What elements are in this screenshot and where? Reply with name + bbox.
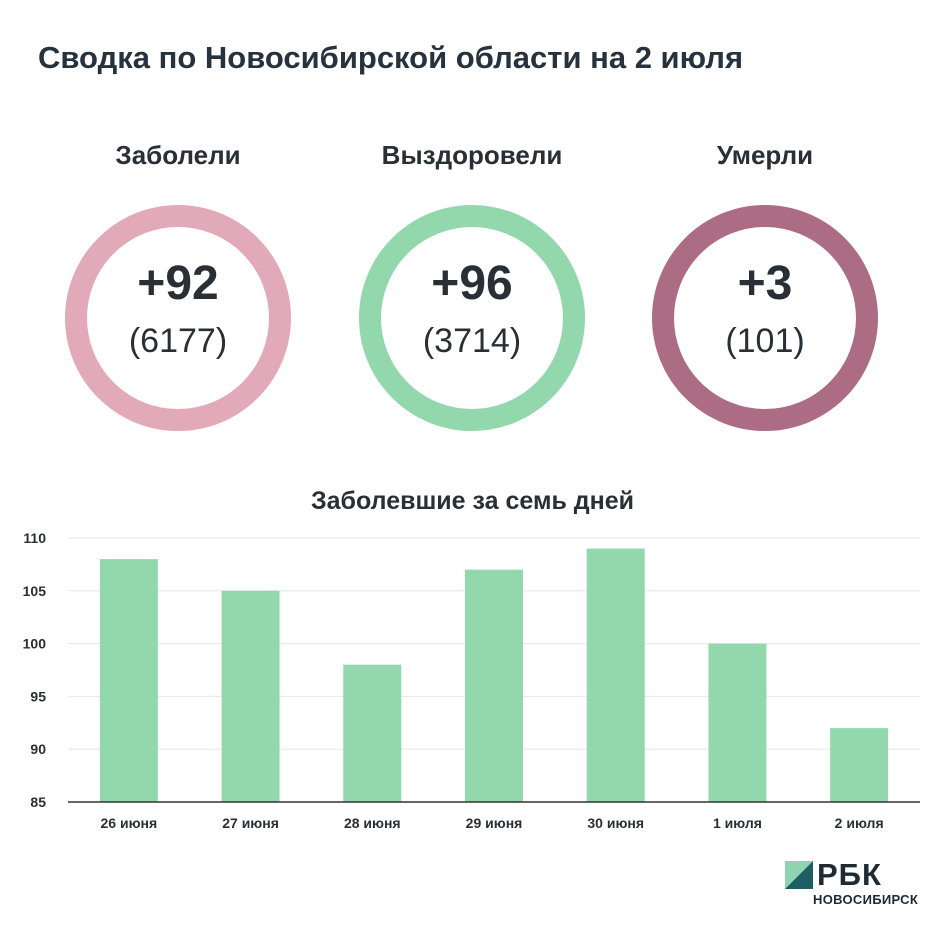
rbc-logo-city: НОВОСИБИРСК bbox=[813, 892, 919, 907]
stat-recovered-label: Выздоровели bbox=[381, 140, 563, 170]
stat-died-ring bbox=[652, 205, 878, 431]
stat-infected-ring bbox=[65, 205, 291, 431]
rbc-logo-mark-icon bbox=[785, 861, 813, 889]
rbc-logo: РБК НОВОСИБИРСК bbox=[785, 857, 935, 910]
x-tick-label: 1 июля bbox=[713, 815, 762, 831]
stat-infected-label: Заболели bbox=[115, 140, 241, 170]
bar bbox=[830, 728, 889, 802]
x-tick-label: 29 июня bbox=[466, 815, 523, 831]
stat-died-delta: +3 bbox=[737, 257, 793, 310]
y-tick-label: 85 bbox=[30, 794, 46, 810]
stat-recovered-delta: +96 bbox=[431, 257, 513, 310]
chart-labels: 85 90 95 100 105 110 26 июня 27 июня 28 июня 29 и… bbox=[23, 530, 884, 831]
stat-recovered-ring bbox=[359, 205, 585, 431]
stat-infected-delta: +92 bbox=[137, 257, 219, 310]
stat-died-total: (101) bbox=[725, 322, 805, 360]
stat-recovered-total: (3714) bbox=[422, 322, 522, 360]
chart-title: Заболевшие за семь дней bbox=[310, 487, 634, 515]
x-tick-label: 2 июля bbox=[835, 815, 884, 831]
bar bbox=[221, 590, 280, 802]
stat-infected-total: (6177) bbox=[128, 322, 228, 360]
x-tick-label: 30 июня bbox=[587, 815, 644, 831]
y-tick-label: 100 bbox=[23, 636, 47, 652]
bar bbox=[708, 643, 767, 802]
stat-recovered: Выздоровели +96 (3714) bbox=[352, 140, 592, 440]
x-tick-label: 27 июня bbox=[222, 815, 279, 831]
y-tick-label: 90 bbox=[30, 741, 46, 757]
bar-chart: 85 90 95 100 105 110 26 июня 27 июня 28 июня 29 и… bbox=[23, 530, 920, 831]
page-title: Сводка по Новосибирской области на 2 июл… bbox=[38, 40, 744, 75]
stat-died: Умерли +3 (101) bbox=[645, 140, 885, 440]
y-tick-label: 105 bbox=[23, 583, 47, 599]
bar bbox=[99, 559, 158, 802]
rbc-logo-name: РБК bbox=[817, 857, 882, 892]
bar bbox=[343, 664, 402, 802]
y-tick-label: 110 bbox=[23, 530, 46, 546]
bar bbox=[465, 569, 523, 802]
y-tick-label: 95 bbox=[30, 688, 46, 704]
x-tick-label: 28 июня bbox=[344, 815, 401, 831]
bar bbox=[586, 548, 645, 802]
stat-infected: Заболели +92 (6177) bbox=[58, 140, 298, 440]
stat-died-label: Умерли bbox=[716, 140, 814, 170]
x-tick-label: 26 июня bbox=[101, 815, 158, 831]
chart-bars bbox=[99, 548, 889, 802]
